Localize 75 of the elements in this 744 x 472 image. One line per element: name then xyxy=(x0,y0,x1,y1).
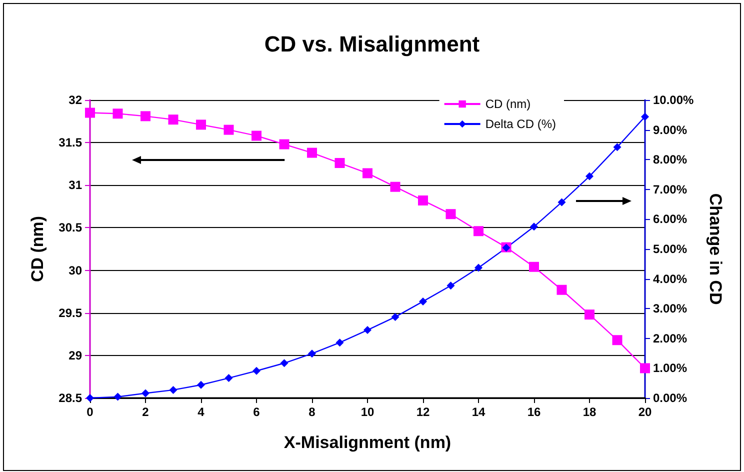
legend-label: Delta CD (%) xyxy=(485,117,556,131)
x-tick-label: 2 xyxy=(142,405,150,419)
y-axis-title: CD (nm) xyxy=(28,216,47,282)
point xyxy=(446,209,456,220)
point xyxy=(418,195,428,206)
point xyxy=(474,226,484,236)
point xyxy=(224,124,234,135)
point xyxy=(641,112,649,121)
point xyxy=(252,130,262,141)
point xyxy=(474,264,482,272)
x-tick-label: 20 xyxy=(638,405,652,419)
legend-label: CD (nm) xyxy=(485,97,531,111)
point xyxy=(419,297,427,306)
point xyxy=(112,108,123,119)
point xyxy=(530,222,538,231)
point xyxy=(140,111,150,122)
point xyxy=(529,262,539,272)
point xyxy=(446,282,455,290)
y2-tick-label: 2.00% xyxy=(653,331,688,346)
x-axis-title: X-Misalignment (nm) xyxy=(284,433,452,452)
x-tick-label: 8 xyxy=(308,405,316,419)
y-tick-label: 32 xyxy=(68,93,82,107)
point xyxy=(279,139,290,150)
y2-tick-label: 5.00% xyxy=(653,242,688,256)
point xyxy=(336,338,344,347)
y2-tick-label: 4.00% xyxy=(653,272,688,286)
chart-title: CD vs. Misalignment xyxy=(264,32,480,56)
y2-tick-label: 6.00% xyxy=(653,212,688,226)
point xyxy=(85,108,95,118)
point xyxy=(308,350,316,358)
y-tick-label: 31 xyxy=(68,178,82,192)
x-tick-label: 16 xyxy=(527,405,541,419)
y-tick-label: 31.5 xyxy=(58,136,82,150)
point xyxy=(558,198,566,206)
point xyxy=(584,310,594,320)
y-tick-label: 30.5 xyxy=(58,220,82,235)
point xyxy=(586,172,594,180)
point xyxy=(334,158,345,168)
y2-tick-label: 1.00% xyxy=(653,361,688,376)
x-tick-label: 18 xyxy=(582,405,596,419)
point xyxy=(114,392,122,401)
point xyxy=(252,366,260,375)
point xyxy=(612,335,622,346)
point xyxy=(364,326,372,334)
y-tick-label: 28.5 xyxy=(58,391,82,405)
y2-tick-label: 3.00% xyxy=(653,302,688,316)
point xyxy=(362,168,372,178)
point xyxy=(640,363,650,374)
point xyxy=(280,359,288,368)
x-tick-label: 6 xyxy=(253,405,260,419)
y2-axis-title: Change in CD xyxy=(706,193,725,305)
point xyxy=(307,148,317,158)
y2-tick-label: 0.00% xyxy=(653,391,688,405)
x-tick-label: 4 xyxy=(198,405,205,419)
y2-tick-label: 7.00% xyxy=(653,182,688,196)
x-tick-label: 0 xyxy=(86,405,94,419)
y2-tick-label: 8.00% xyxy=(653,152,688,167)
y2-tick-label: 10.00% xyxy=(653,93,694,107)
x-tick-label: 10 xyxy=(360,405,374,419)
point xyxy=(391,312,400,321)
point xyxy=(168,114,178,125)
point xyxy=(556,284,567,295)
point xyxy=(169,386,178,394)
y-tick-label: 29 xyxy=(68,348,82,362)
point xyxy=(142,389,150,398)
y-tick-label: 30 xyxy=(68,263,82,278)
point xyxy=(613,143,622,152)
x-tick-label: 12 xyxy=(416,405,430,419)
y-tick-label: 29.5 xyxy=(58,306,82,320)
y2-tick-label: 9.00% xyxy=(653,122,688,137)
point xyxy=(196,120,206,130)
point xyxy=(197,380,205,389)
point xyxy=(224,374,233,382)
x-tick-label: 14 xyxy=(472,405,486,419)
point xyxy=(390,182,400,192)
